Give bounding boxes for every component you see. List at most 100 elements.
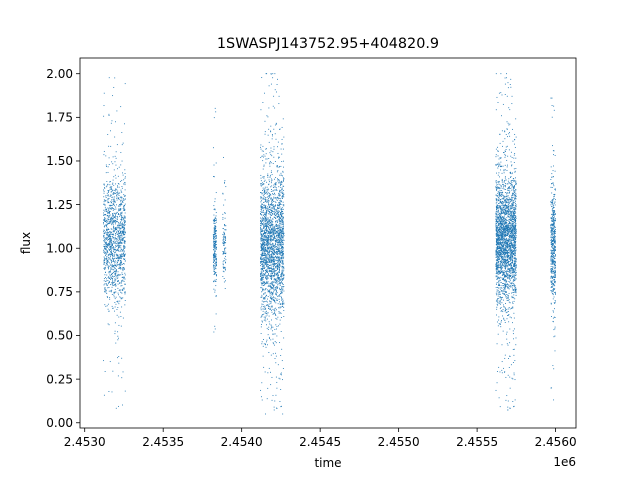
data-point — [273, 264, 275, 266]
data-point — [267, 252, 269, 254]
data-point — [276, 286, 278, 288]
data-point — [215, 217, 216, 219]
data-point — [278, 272, 280, 274]
data-point — [262, 160, 264, 162]
data-point — [104, 252, 106, 254]
data-point — [277, 265, 279, 267]
data-point — [263, 194, 265, 195]
data-point — [509, 131, 510, 133]
data-point — [222, 218, 224, 220]
data-point — [276, 265, 278, 267]
data-point — [274, 214, 275, 216]
data-point — [108, 244, 110, 246]
data-point — [505, 308, 507, 310]
data-point — [103, 189, 105, 191]
data-point — [265, 413, 266, 415]
data-point — [506, 128, 508, 130]
data-point — [280, 250, 282, 252]
data-point — [275, 241, 277, 243]
data-point — [266, 271, 267, 273]
data-point — [279, 258, 281, 260]
data-point — [513, 264, 515, 266]
data-point — [264, 220, 266, 222]
data-point — [260, 209, 262, 210]
data-point — [223, 267, 224, 269]
data-point — [266, 181, 268, 183]
data-point — [109, 246, 111, 247]
data-point — [215, 244, 217, 246]
data-point — [514, 261, 516, 263]
data-point — [261, 231, 263, 232]
data-point — [267, 240, 269, 241]
data-point — [214, 227, 216, 229]
data-point — [115, 188, 117, 190]
data-point — [275, 352, 277, 354]
data-point — [502, 291, 504, 293]
data-point — [260, 229, 262, 231]
data-point — [270, 238, 272, 240]
data-point — [511, 234, 513, 236]
data-point — [262, 298, 264, 300]
data-point — [117, 232, 119, 234]
data-point — [275, 177, 277, 179]
data-point — [260, 196, 262, 198]
data-point — [119, 215, 120, 217]
data-point — [261, 216, 263, 218]
data-point — [110, 122, 112, 124]
data-point — [122, 223, 124, 225]
data-point — [119, 257, 121, 259]
data-point — [265, 269, 267, 271]
data-point — [273, 264, 275, 265]
data-point — [224, 224, 226, 226]
data-point — [280, 216, 282, 218]
data-point — [508, 202, 509, 204]
data-point — [498, 214, 500, 216]
data-point — [503, 239, 505, 241]
data-point — [114, 261, 116, 263]
data-point — [110, 232, 112, 234]
data-point — [122, 172, 123, 174]
data-point — [271, 311, 273, 313]
data-point — [498, 187, 500, 189]
data-point — [275, 362, 277, 364]
data-point — [262, 233, 264, 235]
data-point — [270, 308, 272, 310]
data-point — [278, 215, 280, 217]
data-point — [112, 198, 114, 200]
data-point — [264, 255, 266, 257]
data-point — [264, 225, 266, 227]
data-point — [114, 201, 116, 203]
data-point — [508, 258, 510, 260]
data-point — [283, 302, 285, 304]
data-point — [263, 214, 265, 216]
data-point — [510, 180, 512, 181]
data-point — [116, 192, 118, 194]
data-point — [263, 235, 265, 237]
data-point — [109, 186, 111, 188]
data-point — [274, 333, 276, 335]
data-point — [116, 195, 117, 197]
data-point — [222, 242, 224, 244]
data-point — [118, 213, 120, 214]
data-point — [113, 241, 114, 243]
data-point — [263, 231, 265, 233]
data-point — [117, 245, 119, 247]
data-point — [124, 236, 126, 238]
data-point — [110, 290, 112, 292]
data-point — [108, 277, 110, 279]
data-point — [105, 244, 107, 246]
data-point — [103, 229, 105, 231]
data-point — [276, 231, 278, 233]
data-point — [105, 246, 107, 247]
data-point — [214, 252, 216, 254]
data-point — [106, 257, 108, 259]
data-point — [272, 274, 274, 276]
data-point — [509, 342, 511, 344]
data-point — [120, 248, 122, 250]
data-point — [277, 251, 279, 253]
data-point — [278, 180, 280, 182]
data-point — [119, 245, 120, 247]
data-point — [111, 222, 113, 224]
data-point — [122, 317, 124, 319]
data-point — [272, 231, 274, 233]
